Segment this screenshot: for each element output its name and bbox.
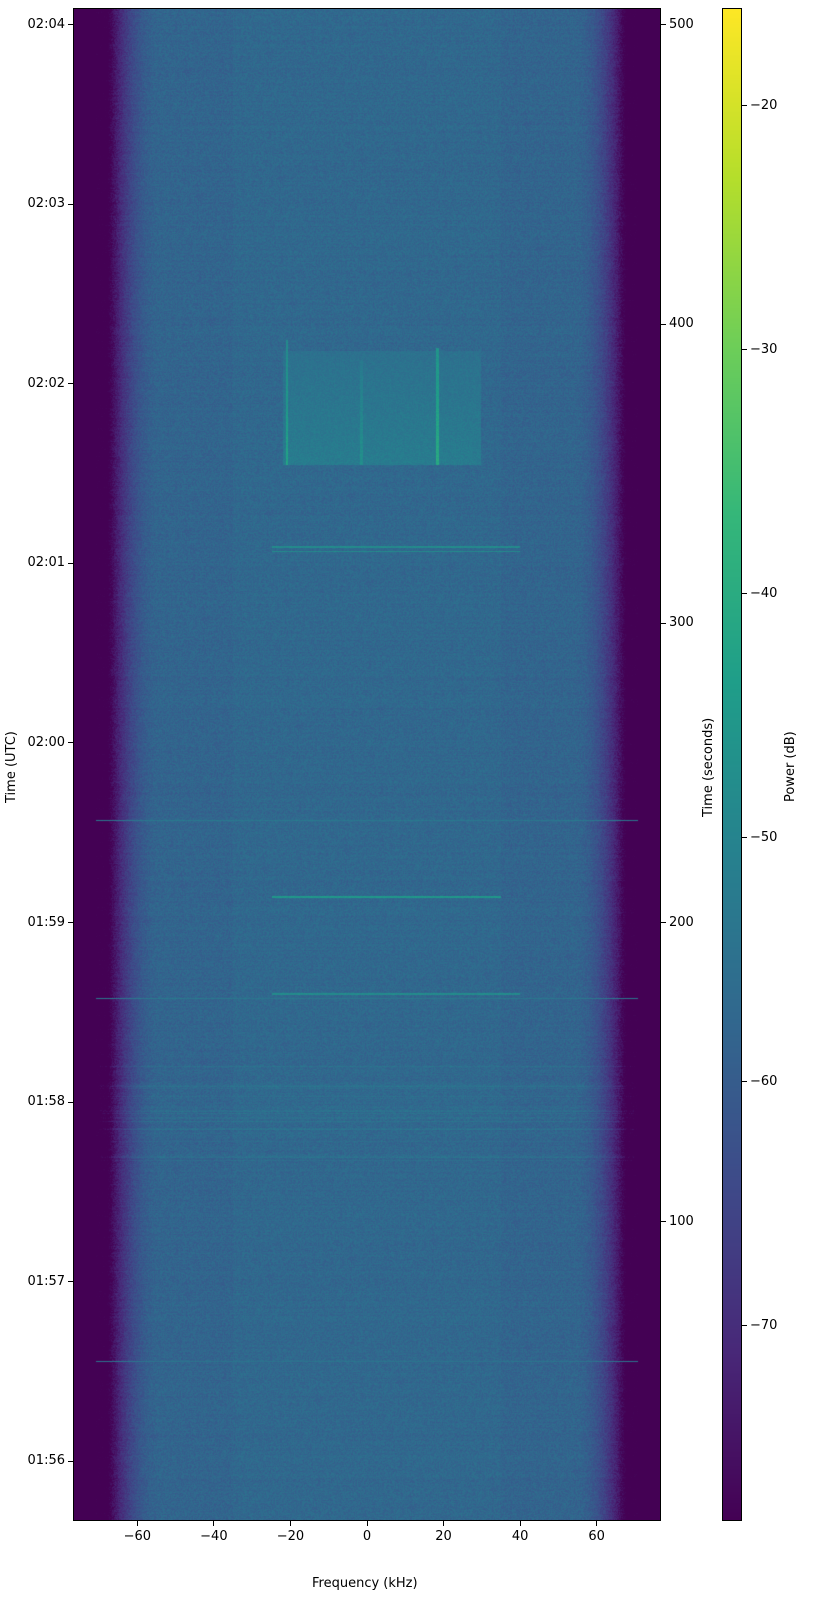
colorbar-tick-label: −50 — [750, 829, 778, 845]
y-left-tick-label: 01:57 — [27, 1273, 65, 1289]
y-right-tick-mark — [661, 922, 666, 923]
x-tick-mark — [136, 1521, 138, 1526]
x-tick-label: −60 — [123, 1529, 152, 1544]
colorbar-label: Power (dB) — [783, 731, 798, 802]
y-left-tick-mark — [68, 383, 73, 385]
colorbar-tick-label: −60 — [750, 1073, 778, 1089]
y-left-tick-mark — [68, 562, 73, 564]
y-right-tick-label: 300 — [669, 615, 694, 631]
y-left-tick-label: 01:59 — [27, 914, 65, 930]
x-tick-label: 60 — [588, 1529, 605, 1544]
y-left-tick-label: 01:58 — [27, 1094, 65, 1110]
colorbar-gradient — [723, 9, 741, 1520]
y-left-tick-label: 02:03 — [27, 196, 65, 212]
plot-area — [73, 8, 661, 1521]
y-right-tick-mark — [661, 24, 666, 26]
y-right-tick-label: 500 — [669, 16, 694, 32]
x-tick-label: −40 — [200, 1529, 228, 1544]
y-right-tick-label: 100 — [669, 1213, 694, 1229]
x-axis-label: Frequency (kHz) — [312, 1576, 418, 1591]
y-right-tick-label: 200 — [669, 914, 694, 930]
y-left-tick-label: 01:56 — [27, 1453, 65, 1469]
colorbar — [722, 8, 742, 1521]
x-tick-mark — [213, 1521, 215, 1526]
colorbar-tick-mark — [742, 349, 747, 351]
y-left-tick-mark — [68, 203, 73, 205]
y-left-tick-label: 02:01 — [27, 555, 65, 571]
y-left-tick-mark — [68, 1101, 73, 1103]
y-left-tick-mark — [68, 1460, 73, 1462]
x-tick-label: −20 — [276, 1529, 305, 1544]
colorbar-tick-mark — [742, 1081, 747, 1083]
x-tick-label: 20 — [435, 1529, 452, 1544]
y-left-tick-mark — [68, 742, 73, 744]
colorbar-tick-mark — [742, 837, 747, 839]
colorbar-tick-label: −30 — [750, 341, 778, 357]
y-axis-right-label: Time (seconds) — [701, 717, 716, 817]
y-right-tick-label: 400 — [669, 316, 694, 331]
colorbar-tick-mark — [742, 105, 747, 107]
y-left-tick-label: 02:00 — [27, 734, 65, 750]
spectrogram-heatmap — [74, 9, 660, 1520]
colorbar-tick-label: −40 — [750, 585, 778, 601]
x-tick-label: 0 — [362, 1529, 372, 1544]
x-tick-mark — [519, 1521, 521, 1526]
y-right-tick-mark — [661, 323, 666, 325]
y-left-tick-label: 02:02 — [27, 375, 65, 391]
x-tick-mark — [366, 1521, 368, 1526]
colorbar-tick-label: −20 — [750, 97, 778, 113]
y-right-tick-mark — [661, 622, 666, 624]
y-axis-left-label: Time (UTC) — [4, 731, 19, 803]
x-tick-mark — [443, 1521, 445, 1526]
x-tick-mark — [596, 1521, 598, 1526]
x-tick-label: 40 — [511, 1529, 529, 1544]
y-left-tick-mark — [68, 24, 73, 26]
colorbar-tick-mark — [742, 593, 747, 595]
y-right-tick-mark — [661, 1221, 666, 1223]
colorbar-tick-mark — [742, 1325, 747, 1327]
y-left-tick-mark — [68, 1281, 73, 1283]
y-left-tick-label: 02:04 — [27, 16, 65, 32]
x-tick-mark — [289, 1521, 291, 1526]
colorbar-tick-label: −70 — [750, 1317, 778, 1333]
y-left-tick-mark — [68, 922, 73, 923]
